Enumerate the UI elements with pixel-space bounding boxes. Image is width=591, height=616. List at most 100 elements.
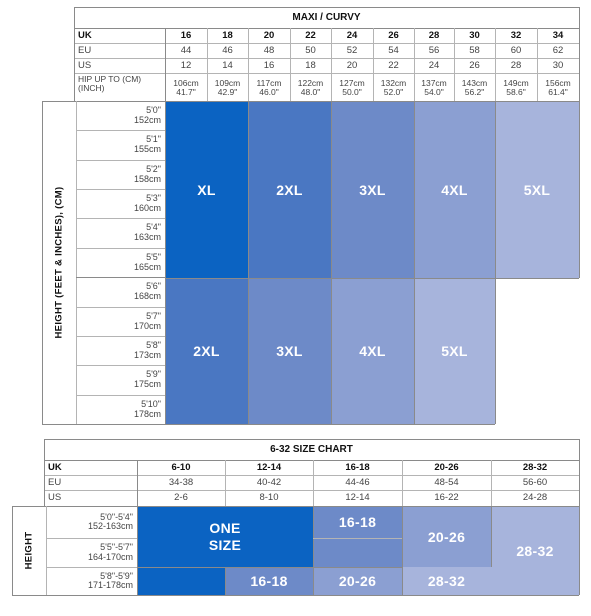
maxi-us-size: 20 bbox=[346, 59, 358, 71]
grid-line bbox=[165, 28, 166, 101]
maxi-us-size: 16 bbox=[263, 59, 275, 71]
maxi-hip-inch: 48.0" bbox=[300, 87, 321, 97]
maxi-hip-cell: 109cm 42.9" bbox=[207, 75, 248, 101]
grid-line bbox=[491, 506, 492, 567]
chart632-bg-mid bbox=[313, 567, 402, 595]
maxi-eu-size: 48 bbox=[263, 44, 275, 56]
grid-line bbox=[76, 130, 165, 131]
maxi-eu-size: 58 bbox=[469, 44, 480, 56]
maxi-hip-cell: 156cm 61.4" bbox=[537, 75, 579, 101]
maxi-uk-size: 28 bbox=[428, 29, 440, 41]
maxi-hip-cm: 127cm bbox=[339, 78, 365, 89]
maxi-height-cm: 178cm bbox=[133, 408, 161, 419]
maxi-hip-cell: 149cm 58.6" bbox=[495, 75, 537, 101]
grid-line bbox=[331, 101, 332, 424]
maxi-height-row: 5'1" 155cm bbox=[76, 130, 165, 159]
maxi-block-2xl-top: 2XL bbox=[248, 101, 331, 278]
maxi-height-row: 5'5" 165cm bbox=[76, 248, 165, 277]
grid-line bbox=[207, 28, 208, 101]
maxi-height-cm: 163cm bbox=[133, 231, 161, 242]
maxi-block-5xl-bottom: 5XL bbox=[414, 278, 495, 424]
maxi-hip-inch: 46.0" bbox=[259, 87, 279, 97]
grid-line bbox=[74, 7, 75, 101]
maxi-height-ft: 5'0" bbox=[146, 105, 161, 116]
maxi-block-3xl-top: 3XL bbox=[331, 101, 414, 278]
maxi-height-row: 5'0" 152cm bbox=[76, 101, 165, 130]
grid-line bbox=[74, 58, 579, 59]
maxi-height-ft: 5'1" bbox=[146, 134, 161, 145]
maxi-height-ft: 5'5" bbox=[146, 252, 161, 263]
maxi-height-cm: 155cm bbox=[133, 143, 161, 154]
grid-line bbox=[12, 595, 579, 596]
maxi-hip-cm: 143cm bbox=[461, 78, 488, 89]
chart632-block-one-size: ONE SIZE bbox=[137, 506, 313, 567]
grid-line bbox=[76, 101, 77, 424]
maxi-uk-size: 32 bbox=[510, 29, 522, 41]
maxi-hip-cell: 122cm 48.0" bbox=[290, 75, 331, 101]
grid-line bbox=[76, 218, 165, 219]
maxi-height-row: 5'9" 175cm bbox=[76, 365, 165, 394]
grid-line bbox=[454, 28, 455, 101]
maxi-hip-cell: 106cm 41.7" bbox=[165, 75, 207, 101]
chart632-uk-size: 12-14 bbox=[256, 461, 282, 473]
maxi-eu-size: 46 bbox=[222, 44, 233, 56]
chart632-block-28-32-bottom: 28-32 bbox=[427, 573, 466, 589]
chart632-title: 6-32 SIZE CHART bbox=[270, 444, 353, 455]
grid-line bbox=[313, 538, 402, 539]
maxi-uk-size: 16 bbox=[180, 29, 192, 41]
grid-line bbox=[42, 424, 495, 425]
maxi-label-us: US bbox=[78, 59, 92, 71]
maxi-uk-size: 24 bbox=[346, 29, 358, 41]
chart632-height-axis: HEIGHT bbox=[23, 531, 35, 570]
grid-line bbox=[12, 506, 579, 507]
maxi-label-hip: HIP UP TO (CM) (INCH) bbox=[78, 74, 142, 93]
grid-line bbox=[46, 538, 137, 539]
chart632-block-16-18-top: 16-18 bbox=[313, 506, 402, 538]
maxi-height-ft: 5'3" bbox=[146, 193, 161, 204]
maxi-height-cm: 152cm bbox=[133, 114, 161, 125]
chart632-uk-size: 28-32 bbox=[522, 461, 548, 473]
maxi-us-size: 14 bbox=[222, 59, 233, 71]
maxi-height-cm: 168cm bbox=[133, 290, 161, 301]
maxi-hip-cell: 127cm 50.0" bbox=[331, 75, 373, 101]
chart632-us-size: 24-28 bbox=[522, 491, 548, 503]
maxi-height-row: 5'7" 170cm bbox=[76, 307, 165, 336]
maxi-uk-size: 20 bbox=[263, 29, 275, 41]
maxi-uk-size: 30 bbox=[469, 29, 480, 41]
maxi-height-row: 5'6" 168cm bbox=[76, 277, 165, 306]
maxi-us-size: 12 bbox=[180, 59, 192, 71]
grid-line bbox=[76, 336, 165, 337]
grid-line bbox=[44, 439, 579, 440]
grid-line bbox=[579, 439, 580, 595]
chart632-uk-size: 20-26 bbox=[434, 461, 459, 473]
grid-line bbox=[414, 101, 415, 424]
maxi-height-row: 5'10" 178cm bbox=[76, 395, 165, 424]
grid-line bbox=[76, 248, 165, 249]
maxi-height-cm: 170cm bbox=[133, 320, 161, 331]
grid-line bbox=[402, 506, 403, 595]
grid-line bbox=[44, 439, 45, 506]
chart632-uk-size: 6-10 bbox=[171, 461, 191, 473]
grid-line bbox=[74, 7, 579, 8]
maxi-hip-cm: 149cm bbox=[503, 78, 529, 89]
chart632-block-28-32-right: 28-32 bbox=[516, 542, 554, 559]
chart632-height-cm: 164-170cm bbox=[87, 551, 133, 562]
maxi-uk-size: 34 bbox=[552, 29, 564, 41]
grid-line bbox=[225, 567, 226, 595]
chart632-us-size: 8-10 bbox=[259, 491, 279, 503]
maxi-height-ft: 5'9" bbox=[146, 369, 161, 380]
grid-line bbox=[491, 460, 492, 506]
maxi-eu-size: 60 bbox=[510, 44, 522, 56]
grid-line bbox=[495, 28, 496, 101]
maxi-us-size: 24 bbox=[428, 59, 440, 71]
maxi-uk-size: 22 bbox=[305, 29, 316, 41]
grid-line bbox=[76, 307, 165, 308]
grid-line bbox=[44, 460, 579, 461]
maxi-eu-size: 52 bbox=[346, 44, 358, 56]
chart632-eu-size: 44-46 bbox=[345, 476, 370, 488]
chart632-label-uk: UK bbox=[48, 461, 62, 473]
grid-line bbox=[165, 278, 495, 279]
maxi-uk-size: 26 bbox=[388, 29, 399, 41]
maxi-eu-size: 54 bbox=[388, 44, 399, 56]
maxi-hip-cm: 117cm bbox=[256, 78, 282, 89]
